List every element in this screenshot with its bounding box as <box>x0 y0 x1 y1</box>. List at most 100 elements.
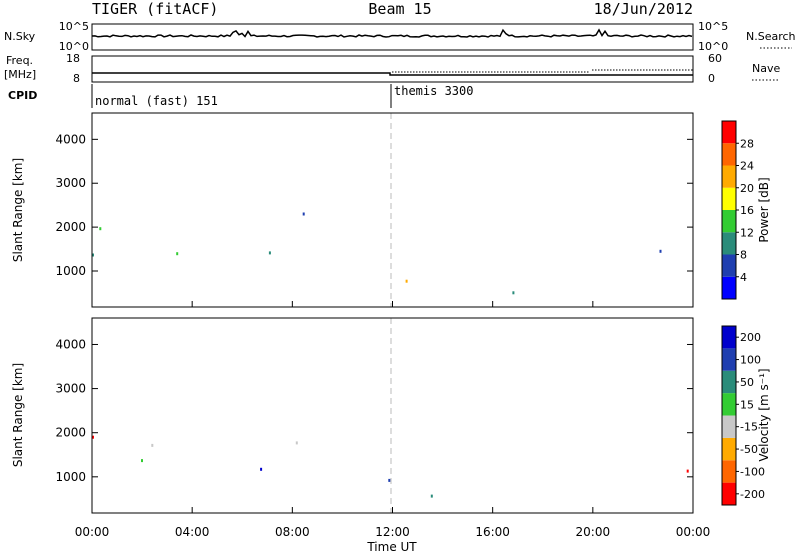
freq-label: Freq. <box>6 54 33 67</box>
power-colorbar: 4 8 12 16 20 24 28 <box>721 120 754 300</box>
heatmap-cell <box>260 467 263 471</box>
freq-tick-bottom: 8 <box>73 72 80 85</box>
cpid-label: CPID <box>8 89 37 102</box>
nsky-tick-top: 10^5 <box>59 20 89 33</box>
heatmap-cell <box>512 291 515 295</box>
colorbar-segment <box>722 393 736 416</box>
beam-label: Beam 15 <box>368 0 431 18</box>
y-tick-label: 1000 <box>55 264 86 278</box>
y-tick-label: 2000 <box>55 220 86 234</box>
colorbar-tick-label: 8 <box>740 249 747 262</box>
power-yticks: 1000 2000 3000 4000 <box>55 132 693 278</box>
colorbar-segment <box>722 165 736 188</box>
nsky-panel: N.Sky 10^5 10^0 N.Search 10^5 10^0 <box>4 20 796 53</box>
x-tick-label: 04:00 <box>175 525 210 539</box>
colorbar-tick-label: 20 <box>740 182 754 195</box>
y-tick-label: 1000 <box>55 470 86 484</box>
colorbar-segment <box>722 370 736 394</box>
cpid-segment-themis: themis 3300 <box>394 84 473 98</box>
colorbar-tick-label: 15 <box>740 398 754 411</box>
freq-unit-label: [MHz] <box>4 68 36 81</box>
figure-title: TIGER (fitACF) <box>92 0 218 18</box>
y-tick-label: 4000 <box>55 337 86 351</box>
heatmap-cell <box>302 212 305 216</box>
colorbar-tick-label: 4 <box>740 271 747 284</box>
heatmap-cell <box>405 279 408 283</box>
cpid-row: CPID normal (fast) 151 themis 3300 <box>8 84 473 108</box>
x-tick-label: 20:00 <box>576 525 611 539</box>
colorbar-segment <box>722 326 736 349</box>
velocity-colorbar: 200 100 50 15 -15 -50 -100 -200 <box>721 325 765 506</box>
colorbar-segment <box>722 121 736 144</box>
nsky-tick-bottom: 10^0 <box>59 40 89 53</box>
heatmap-cell <box>99 227 102 231</box>
heatmap-cell <box>430 494 433 498</box>
date-label: 18/Jun/2012 <box>594 0 693 18</box>
y-tick-label: 4000 <box>55 132 86 146</box>
heatmap-cell <box>659 249 662 253</box>
heatmap-cell <box>295 441 298 445</box>
heatmap-cell <box>92 253 94 257</box>
nsky-trace <box>91 28 693 38</box>
heatmap-cell <box>268 251 271 255</box>
x-axis-label: Time UT <box>366 540 417 554</box>
colorbar-tick-label: -15 <box>740 421 758 434</box>
power-heatmap-cells <box>92 212 662 295</box>
colorbar-segment <box>722 210 736 233</box>
heatmap-cell <box>176 252 179 256</box>
velocity-heatmap-cells <box>92 435 689 498</box>
heatmap-cell <box>686 469 689 473</box>
colorbar-segment <box>722 187 736 210</box>
colorbar-segment <box>722 348 736 371</box>
nsearch-tick-bottom: 10^0 <box>698 40 728 53</box>
colorbar-segment <box>722 415 736 438</box>
x-tick-label: 08:00 <box>275 525 310 539</box>
colorbar-segment <box>722 276 736 299</box>
x-tick-label: 00:00 <box>75 525 110 539</box>
colorbar-segment <box>722 232 736 255</box>
heatmap-cell <box>388 478 391 482</box>
power-ylabel: Slant Range [km] <box>11 158 25 262</box>
x-tick-label: 00:00 <box>676 525 711 539</box>
x-tick-label: 12:00 <box>375 525 410 539</box>
colorbar-tick-label: -100 <box>740 465 765 478</box>
heatmap-cell <box>141 459 143 463</box>
nave-trace <box>392 69 693 73</box>
velocity-panel: Slant Range [km] 1000 2000 3000 4000 200 100… <box>11 317 771 514</box>
heatmap-cell <box>151 443 154 447</box>
colorbar-tick-label: 24 <box>740 160 754 173</box>
y-tick-label: 3000 <box>55 382 86 396</box>
colorbar-tick-label: 28 <box>740 137 754 150</box>
colorbar-tick-label: 16 <box>740 204 754 217</box>
velocity-ylabel: Slant Range [km] <box>11 363 25 467</box>
colorbar-tick-label: 12 <box>740 226 754 239</box>
heatmap-cell <box>92 435 94 439</box>
colorbar-tick-label: 200 <box>740 331 761 344</box>
y-tick-label: 2000 <box>55 426 86 440</box>
velocity-yticks: 1000 2000 3000 4000 <box>55 337 693 484</box>
freq-tick-top: 18 <box>66 52 80 65</box>
y-tick-label: 3000 <box>55 176 86 190</box>
x-axis-ticks: 00:00 04:00 08:00 12:00 16:00 20:00 00:00 <box>75 301 711 539</box>
colorbar-segment <box>722 254 736 277</box>
power-panel: Slant Range [km] 1000 2000 3000 4000 4 8 12 16… <box>11 112 771 308</box>
freq-trace <box>92 72 693 76</box>
freq-panel: Freq. [MHz] 18 8 Nave 60 0 <box>4 52 780 85</box>
cpid-segment-normal: normal (fast) 151 <box>95 94 218 108</box>
colorbar-tick-label: -200 <box>740 488 765 501</box>
nsearch-tick-top: 10^5 <box>698 20 728 33</box>
colorbar-tick-label: 100 <box>740 354 761 367</box>
nsky-label: N.Sky <box>4 30 36 43</box>
colorbar-segment <box>722 143 736 166</box>
colorbar-segment <box>722 482 736 505</box>
colorbar-tick-label: -50 <box>740 443 758 456</box>
x-tick-label: 16:00 <box>475 525 510 539</box>
nsearch-label: N.Search <box>746 30 796 43</box>
nave-tick-top: 60 <box>708 52 722 65</box>
nave-label: Nave <box>752 62 780 75</box>
power-colorbar-label: Power [dB] <box>757 177 771 242</box>
colorbar-tick-label: 50 <box>740 376 754 389</box>
colorbar-frame <box>721 325 737 506</box>
nave-tick-bottom: 0 <box>708 72 715 85</box>
